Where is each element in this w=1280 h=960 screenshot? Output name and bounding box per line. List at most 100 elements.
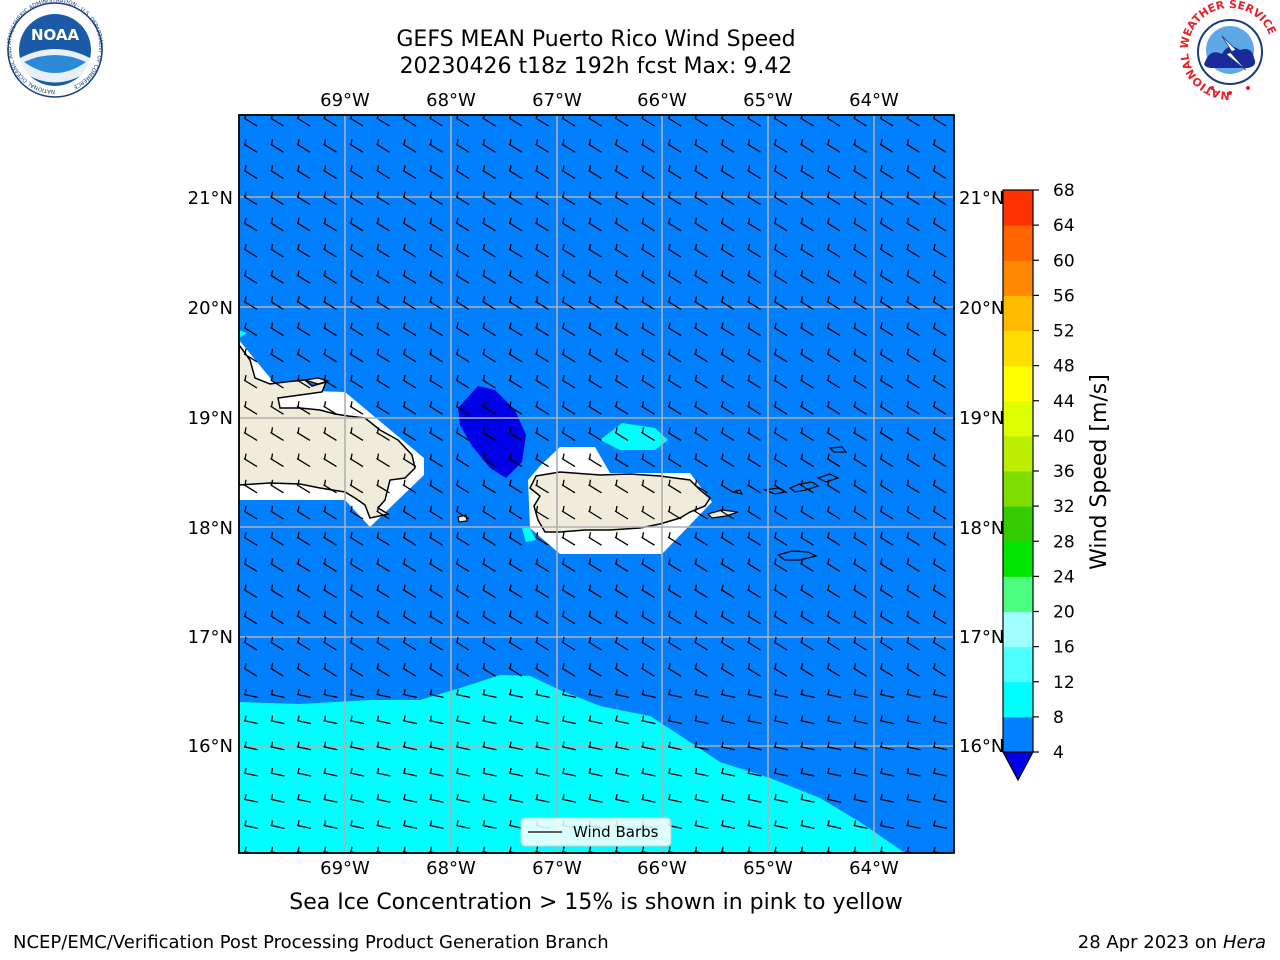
wind-barb xyxy=(323,401,337,415)
wind-barb xyxy=(667,427,682,441)
wind-barb xyxy=(243,427,258,441)
wind-barb xyxy=(588,453,602,468)
wind-barb xyxy=(296,715,312,725)
wind-barb xyxy=(800,165,814,179)
wind-barb xyxy=(906,767,921,777)
colorbar-tick-label: 68 xyxy=(1053,181,1075,201)
wind-barb xyxy=(561,741,577,751)
wind-barb xyxy=(879,374,894,389)
wind-barb xyxy=(879,217,894,232)
wind-barb xyxy=(270,794,285,803)
wind-barb xyxy=(906,270,920,284)
wind-barb xyxy=(270,427,284,441)
wind-barb xyxy=(243,165,258,179)
wind-barb xyxy=(906,217,920,232)
wind-barb xyxy=(826,479,841,494)
wind-barb xyxy=(720,191,735,206)
wind-barb xyxy=(826,820,842,830)
wind-barb xyxy=(376,794,391,803)
wind-barb xyxy=(588,139,602,153)
wind-barb xyxy=(826,453,841,468)
wind-barb xyxy=(323,505,337,520)
lat-label-right: 20°N xyxy=(959,298,1004,319)
wind-barb xyxy=(455,558,470,572)
mona-island xyxy=(457,514,468,523)
lon-label-bottom: 66°W xyxy=(637,858,687,879)
wind-barb xyxy=(429,610,443,625)
wind-barb xyxy=(694,453,708,468)
wind-barb xyxy=(773,584,788,599)
colorbar-tick-label: 20 xyxy=(1053,603,1075,623)
wind-barb xyxy=(800,374,814,389)
wind-barb xyxy=(853,610,867,625)
wind-barb xyxy=(482,715,497,725)
wind-barb xyxy=(614,532,629,546)
wind-barb xyxy=(243,767,259,777)
wind-barb xyxy=(879,322,894,337)
wind-barb xyxy=(694,794,709,803)
wind-barb xyxy=(614,243,629,258)
wind-barb xyxy=(561,846,572,853)
wind-barb xyxy=(376,636,390,651)
wind-barb xyxy=(720,846,731,853)
wind-barb xyxy=(296,584,311,599)
colorbar-tick-label: 4 xyxy=(1053,743,1064,763)
wind-barb xyxy=(932,270,947,284)
wind-barb xyxy=(323,479,337,494)
wind-barb xyxy=(667,636,682,651)
wind-barb xyxy=(376,741,391,751)
wind-barb xyxy=(641,479,655,494)
wind-barb xyxy=(747,610,761,625)
wind-barb xyxy=(376,846,387,853)
wind-barb xyxy=(800,689,815,699)
wind-barb xyxy=(614,270,629,284)
wind-barb xyxy=(747,217,761,232)
wind-barb xyxy=(561,453,576,468)
wind-barb xyxy=(323,794,338,803)
wind-barb xyxy=(800,584,814,599)
chart-title: GEFS MEAN Puerto Rico Wind Speed xyxy=(396,27,796,52)
wind-barb xyxy=(667,794,683,803)
wind-barb xyxy=(641,296,655,310)
wind-barb xyxy=(747,296,761,310)
wind-barb xyxy=(588,505,602,520)
wind-barb xyxy=(932,767,948,777)
wind-barb xyxy=(667,689,683,699)
wind-barb xyxy=(826,715,842,725)
wind-barb xyxy=(429,505,443,520)
colorbar-under-extension xyxy=(1001,751,1035,782)
wind-barb xyxy=(588,846,599,853)
wind-barb xyxy=(429,348,443,363)
wind-barb xyxy=(429,636,443,651)
colorbar-segment xyxy=(1003,506,1033,542)
wind-barb xyxy=(535,479,549,494)
wind-barb xyxy=(243,401,258,415)
wind-barb xyxy=(349,663,364,677)
wind-barb xyxy=(243,584,258,599)
wind-barb xyxy=(429,217,443,232)
wind-barb xyxy=(508,427,523,441)
vieques-island xyxy=(706,509,739,519)
wind-barb xyxy=(800,741,815,751)
wind-barb xyxy=(349,794,365,803)
wind-barb xyxy=(243,453,258,468)
footer-date-text: 28 Apr 2023 on xyxy=(1077,932,1218,953)
wind-barb xyxy=(747,767,762,777)
wind-barb xyxy=(508,401,523,415)
wind-barb xyxy=(323,741,338,751)
wind-barb xyxy=(296,820,312,830)
wind-barb xyxy=(508,217,523,232)
wind-barb xyxy=(429,296,443,310)
wind-barb xyxy=(694,427,708,441)
wind-barb xyxy=(455,427,470,441)
wind-barb xyxy=(508,663,523,677)
wind-barb xyxy=(349,427,364,441)
wind-barb xyxy=(773,348,788,363)
wind-barb xyxy=(773,532,788,546)
colorbar-tick-label: 56 xyxy=(1053,286,1075,306)
wind-barb xyxy=(932,453,947,468)
wind-barb xyxy=(879,636,894,651)
wind-barb xyxy=(614,401,629,415)
wind-barb xyxy=(243,663,258,677)
wind-barb xyxy=(879,191,894,206)
